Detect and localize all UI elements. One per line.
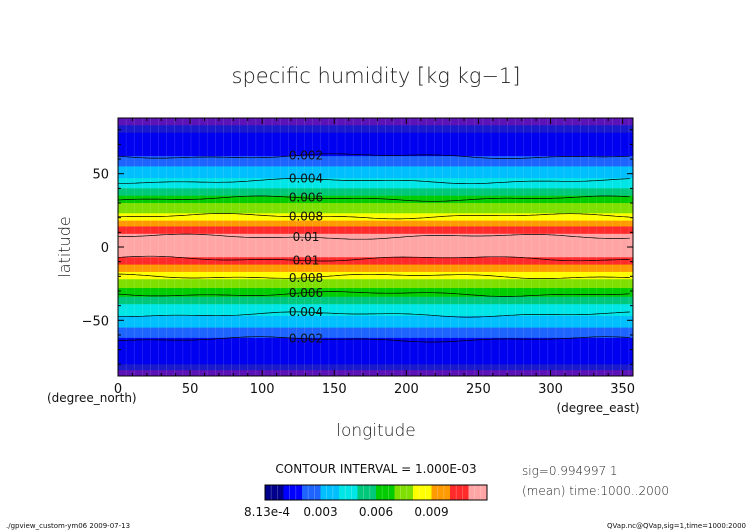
- x-tick-label: 100: [250, 382, 275, 397]
- x-tick-label: 350: [610, 382, 635, 397]
- humidity-band: [118, 364, 633, 371]
- x-tick-label: 150: [322, 382, 347, 397]
- contour-label: 0.004: [289, 172, 323, 186]
- x-tick-label: 300: [538, 382, 563, 397]
- contour-label: 0.002: [289, 148, 323, 162]
- contour-label: 0.002: [289, 331, 323, 345]
- colorbar-cell: [376, 485, 395, 500]
- contour-line: [118, 213, 630, 220]
- humidity-band: [118, 257, 633, 266]
- humidity-band: [118, 271, 633, 280]
- x-tick-label: 0: [114, 382, 122, 397]
- humidity-band: [118, 370, 633, 376]
- colorbar-frame: [264, 484, 488, 501]
- humidity-band: [118, 213, 633, 222]
- axes: 0 50 100 150 200 250 300 350 50 0 −50: [82, 117, 635, 397]
- info-line-time: (mean) time:1000..2000: [522, 484, 669, 498]
- footer-right: QVap.nc@QVap,sig=1,time=1000:2000: [607, 522, 746, 530]
- contour-line: [118, 336, 630, 343]
- colorbar-cell: [265, 485, 284, 500]
- colorbar: 8.13e-4 0.003 0.006 0.009: [244, 484, 488, 519]
- contour-line: [118, 291, 630, 297]
- colorbar-cell: [431, 485, 451, 500]
- contour-interval: CONTOUR INTERVAL = 1.000E-03: [275, 462, 476, 476]
- humidity-band: [118, 125, 633, 134]
- y-tick-label: 0: [101, 241, 109, 256]
- x-axis-unit: (degree_east): [556, 401, 639, 415]
- contour-label: 0.004: [289, 305, 323, 319]
- contour-label: 0.01: [293, 230, 320, 244]
- plot-area: 0.0020.0040.0060.0080.010.010.0080.0060.…: [118, 118, 633, 376]
- humidity-band: [118, 203, 633, 214]
- x-axis-label: longitude: [336, 421, 416, 441]
- humidity-band: [118, 178, 633, 189]
- contour-line: [118, 195, 630, 202]
- contour-label: 0.008: [289, 271, 323, 285]
- contour-line: [118, 273, 630, 279]
- humidity-band: [118, 279, 633, 289]
- humidity-band: [118, 118, 633, 126]
- contour-line: [118, 178, 630, 185]
- colorbar-tick-label: 0.003: [303, 505, 337, 519]
- colorbar-cell: [302, 485, 321, 500]
- x-tick-label: 200: [394, 382, 419, 397]
- colorbar-cell: [413, 485, 432, 500]
- humidity-band: [118, 166, 633, 179]
- contour-line: [118, 233, 630, 240]
- colorbar-cell: [339, 485, 358, 500]
- x-tick-label: 250: [466, 382, 491, 397]
- footer-left: ./gpview_custom-ym06 2009-07-13: [6, 522, 130, 530]
- humidity-band: [118, 304, 633, 317]
- colorbar-cell: [283, 485, 303, 500]
- humidity-band: [118, 296, 633, 305]
- humidity-band: [118, 220, 633, 228]
- humidity-band: [118, 188, 633, 197]
- y-tick-label: 50: [92, 168, 109, 183]
- humidity-band: [118, 233, 633, 258]
- colorbar-tick-label: 0.009: [414, 505, 448, 519]
- x-tick-label: 50: [182, 382, 199, 397]
- contour-line: [118, 255, 630, 262]
- colorbar-tick-label: 0.006: [359, 505, 393, 519]
- info-line-sig: sig=0.994997 1: [522, 464, 618, 478]
- y-tick-label: −50: [82, 314, 109, 329]
- y-axis-label: latitude: [55, 216, 74, 277]
- contour-line: [118, 311, 630, 318]
- bands-group: 0.0020.0040.0060.0080.010.010.0080.0060.…: [118, 118, 633, 376]
- humidity-band: [118, 337, 633, 365]
- contour-label: 0.01: [293, 253, 320, 267]
- chart-title: specific humidity [kg kg−1]: [232, 64, 521, 88]
- humidity-band: [118, 315, 633, 329]
- colorbar-min-label: 8.13e-4: [244, 505, 290, 519]
- colorbar-cell: [468, 485, 488, 500]
- humidity-band: [118, 226, 633, 235]
- contour-label: 0.006: [289, 191, 323, 205]
- colorbar-cell: [357, 485, 377, 500]
- contour-line: [118, 153, 630, 159]
- contour-label: 0.008: [289, 210, 323, 224]
- colorbar-cell: [450, 485, 469, 500]
- colorbar-cell: [320, 485, 340, 500]
- humidity-band: [118, 195, 633, 204]
- humidity-band: [118, 132, 633, 157]
- humidity-band: [118, 264, 633, 273]
- contour-label: 0.006: [289, 286, 323, 300]
- humidity-band: [118, 156, 633, 167]
- humidity-band: [118, 327, 633, 339]
- y-axis-unit: (degree_north): [47, 391, 137, 405]
- colorbar-cell: [394, 485, 414, 500]
